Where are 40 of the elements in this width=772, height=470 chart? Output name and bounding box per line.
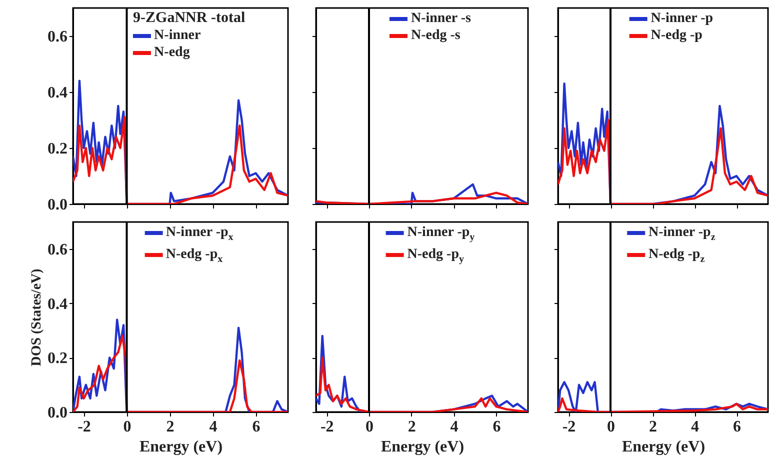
x-axis-title: Energy (eV) — [139, 438, 223, 456]
legend-title: 9-ZGaNNR -total — [133, 10, 246, 27]
y-tick-label: 0.0 — [48, 196, 68, 214]
y-axis-title: DOS (States/eV) — [30, 268, 44, 366]
legend-label: N-edg — [154, 45, 190, 60]
y-tick-label: 0.2 — [48, 350, 68, 368]
x-tick-label: 6 — [492, 418, 501, 436]
legend-label: N-inner -p$_{y}$ — [407, 225, 475, 243]
x-tick-label: 2 — [649, 418, 657, 436]
legend-label: N-edg -p — [650, 28, 702, 43]
x-tick-label: 0 — [123, 418, 132, 436]
legend-label: N-inner -s — [410, 11, 471, 26]
legend-label: N-inner -p$_{z}$ — [648, 225, 716, 243]
x-tick-label: 4 — [209, 418, 218, 436]
x-tick-label: 6 — [252, 418, 260, 436]
legend-label: N-inner — [154, 28, 201, 43]
x-tick-label: 0 — [366, 418, 374, 436]
y-tick-label: 0.4 — [48, 84, 68, 102]
y-tick-label: 0.6 — [48, 242, 68, 259]
y-tick-label: 0.6 — [48, 28, 68, 46]
legend-label: N-edg -p$_{x}$ — [166, 246, 223, 265]
x-axis-title: Energy (eV) — [380, 438, 464, 456]
x-tick-label: -2 — [78, 418, 91, 436]
y-tick-label: 0.2 — [48, 140, 68, 158]
legend-label: N-edg -p$_{z}$ — [648, 246, 705, 265]
x-axis-title: Energy (eV) — [622, 438, 706, 456]
x-tick-label: 2 — [408, 418, 416, 436]
x-tick-label: 2 — [166, 418, 174, 436]
y-tick-label: 0.0 — [48, 404, 68, 422]
x-tick-label: -2 — [562, 418, 576, 436]
legend-label: N-inner -p — [650, 11, 714, 26]
x-tick-label: -2 — [320, 418, 334, 436]
legend-label: N-edg -s — [410, 28, 460, 43]
legend-label: N-inner -p$_{x}$ — [166, 225, 234, 243]
legend-label: N-edg -p$_{y}$ — [407, 246, 464, 265]
y-tick-label: 0.4 — [48, 296, 68, 313]
x-tick-label: 0 — [607, 418, 615, 436]
x-tick-label: 4 — [691, 418, 699, 436]
x-tick-label: 6 — [733, 418, 741, 436]
x-tick-label: 4 — [450, 418, 458, 436]
